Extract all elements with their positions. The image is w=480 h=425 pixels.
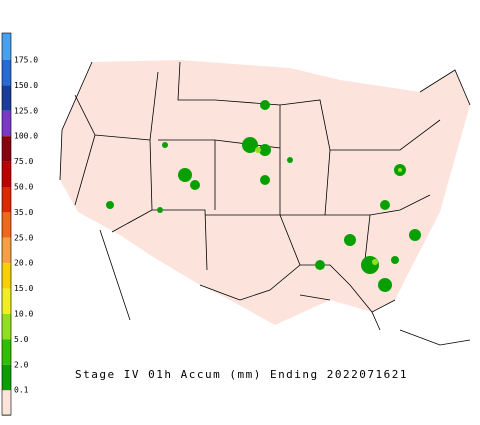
scale-frame [1,32,12,416]
scale-label: 100.0 [14,132,38,141]
scale-label: 75.0 [14,157,33,166]
scale-segment [2,33,11,60]
scale-segment [2,187,11,213]
scale-segment [2,339,11,365]
scale-label: 2.0 [14,360,29,369]
scale-label: 175.0 [14,56,38,65]
scale-label: 20.0 [14,259,33,268]
scale-label: 0.1 [14,386,29,395]
scale-label: 35.0 [14,208,33,217]
scale-segment [2,288,11,314]
scale-label: 15.0 [14,284,33,293]
scale-segment [2,263,11,289]
scale-segment [2,85,11,111]
scale-segment [2,314,11,340]
precip-areas-light [255,147,402,265]
scale-segment [2,212,11,238]
scale-segment [2,390,11,415]
state-borders [74,61,441,313]
scale-label: 50.0 [14,183,33,192]
scale-label: 150.0 [14,81,38,90]
scale-label: 10.0 [14,310,33,319]
scale-segment [2,110,11,137]
map-title: Stage IV 01h Accum (mm) Ending 202207162… [75,368,408,381]
scale-segment [2,60,11,86]
scale-label: 125.0 [14,106,38,115]
scale-segment [2,237,11,264]
coastline [59,61,471,346]
scale-segment [2,364,11,391]
map [59,60,471,346]
scale-label: 5.0 [14,335,29,344]
color-scale: 175.0 150.0 125.0 100.0 75.0 50.0 35.0 25.0 20.0… [1,32,38,416]
scale-label: 25.0 [14,233,33,242]
scale-segment [2,161,11,187]
scale-segment [2,136,11,162]
